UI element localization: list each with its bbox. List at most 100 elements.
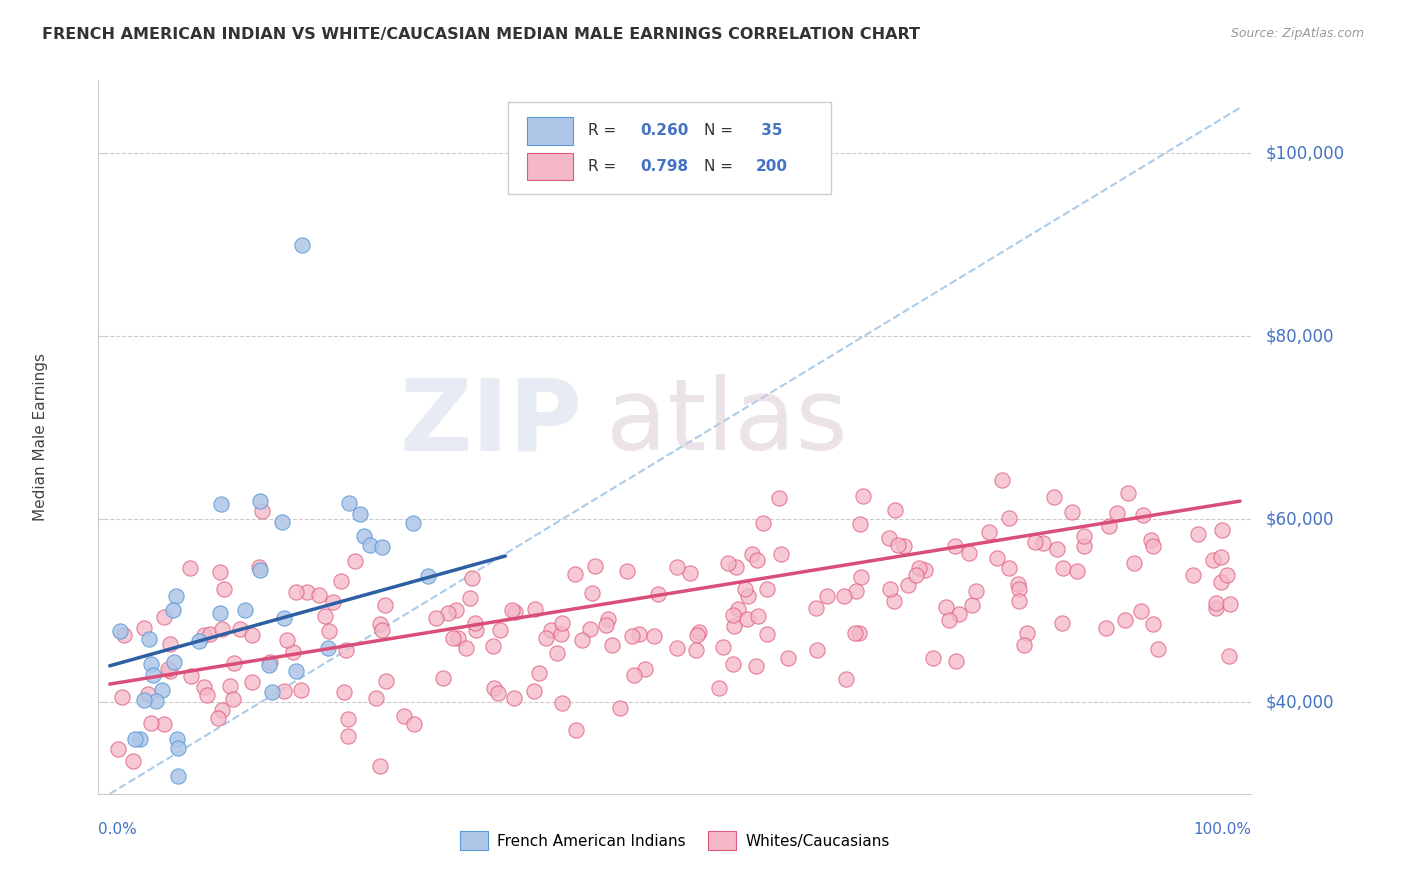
Point	[747, 553, 769, 567]
Text: $40,000: $40,000	[1265, 693, 1334, 712]
Point	[883, 503, 905, 517]
FancyBboxPatch shape	[508, 102, 831, 194]
Point	[609, 700, 631, 714]
Point	[166, 741, 188, 756]
Point	[546, 646, 568, 660]
Point	[711, 640, 734, 654]
Point	[180, 669, 202, 683]
Text: Median Male Earnings: Median Male Earnings	[34, 353, 48, 521]
Point	[222, 692, 245, 706]
Point	[259, 655, 281, 669]
Point	[1024, 535, 1046, 549]
Point	[598, 612, 620, 626]
Point	[502, 691, 524, 706]
Point	[166, 731, 188, 746]
Point	[441, 631, 464, 645]
Point	[723, 619, 745, 633]
Point	[283, 645, 305, 659]
Point	[735, 612, 758, 626]
Text: R =: R =	[589, 123, 621, 138]
Point	[128, 731, 150, 746]
Point	[247, 559, 270, 574]
Point	[845, 584, 868, 599]
Point	[1147, 642, 1170, 657]
Point	[402, 516, 425, 530]
Point	[314, 609, 336, 624]
Point	[1211, 523, 1233, 537]
Point	[934, 599, 956, 614]
Point	[991, 474, 1014, 488]
Point	[1052, 561, 1074, 575]
Point	[1073, 539, 1095, 553]
Point	[233, 602, 256, 616]
Point	[747, 608, 769, 623]
Point	[893, 540, 915, 554]
Point	[745, 658, 768, 673]
Point	[1122, 556, 1144, 570]
Point	[229, 623, 252, 637]
Text: R =: R =	[589, 159, 621, 174]
Point	[1008, 582, 1031, 596]
Point	[343, 554, 366, 568]
Text: $100,000: $100,000	[1265, 145, 1344, 162]
Point	[195, 688, 218, 702]
Point	[551, 697, 574, 711]
Point	[200, 626, 222, 640]
Point	[209, 497, 232, 511]
Point	[534, 631, 557, 645]
Text: 100.0%: 100.0%	[1194, 822, 1251, 838]
Point	[141, 715, 163, 730]
Point	[416, 569, 439, 583]
Point	[318, 624, 340, 638]
Point	[359, 537, 381, 551]
Point	[132, 621, 155, 635]
Text: $80,000: $80,000	[1265, 327, 1334, 345]
Point	[1073, 529, 1095, 543]
Point	[285, 664, 308, 678]
Point	[1012, 638, 1035, 652]
Point	[337, 729, 360, 743]
Point	[960, 598, 983, 612]
Point	[643, 629, 665, 643]
Point	[110, 690, 132, 704]
Point	[835, 673, 858, 687]
Point	[308, 588, 330, 602]
Point	[628, 627, 651, 641]
Point	[776, 650, 799, 665]
Point	[425, 611, 447, 625]
Text: N =: N =	[704, 123, 738, 138]
Point	[402, 717, 425, 731]
Point	[948, 607, 970, 622]
Point	[368, 617, 391, 632]
Point	[163, 655, 186, 669]
Point	[564, 566, 586, 581]
Point	[153, 717, 176, 731]
Point	[329, 574, 352, 589]
Point	[211, 622, 233, 636]
Point	[464, 623, 486, 637]
Point	[1046, 541, 1069, 556]
Point	[979, 524, 1001, 539]
Point	[1181, 568, 1204, 582]
Point	[290, 682, 312, 697]
Point	[529, 666, 551, 681]
Point	[486, 685, 509, 699]
Point	[686, 628, 709, 642]
Point	[1095, 621, 1118, 635]
Text: 0.0%: 0.0%	[98, 822, 138, 838]
Point	[922, 651, 945, 665]
Point	[461, 571, 484, 585]
Point	[1139, 533, 1161, 547]
Point	[579, 622, 602, 636]
Point	[112, 627, 135, 641]
Point	[392, 709, 415, 723]
Point	[1007, 577, 1029, 591]
Legend: French American Indians, Whites/Caucasians: French American Indians, Whites/Caucasia…	[453, 823, 897, 857]
Point	[374, 598, 396, 612]
Point	[368, 759, 391, 773]
Point	[187, 634, 209, 648]
Point	[623, 667, 645, 681]
Point	[524, 602, 547, 616]
Point	[284, 585, 307, 599]
Point	[565, 723, 588, 737]
